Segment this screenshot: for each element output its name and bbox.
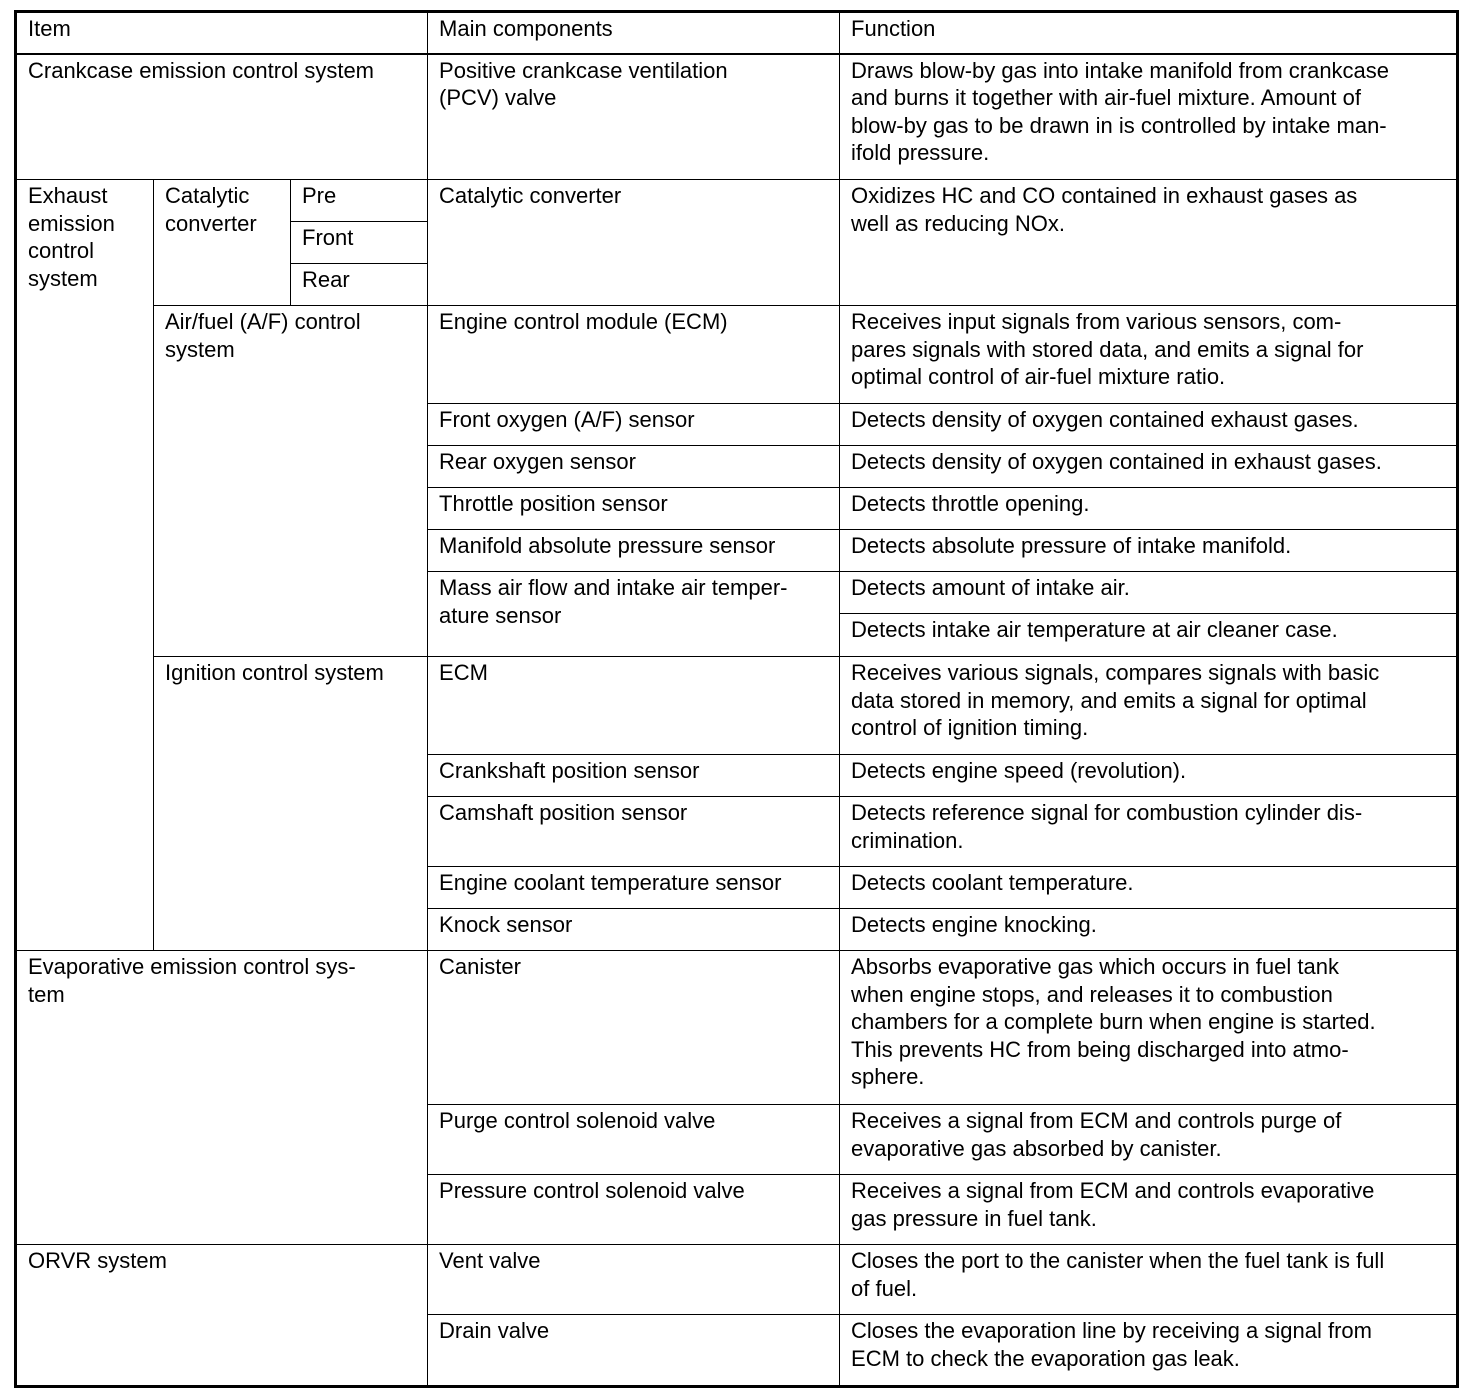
table-row: Front oxygen (A/F) sensor Detects density… — [16, 403, 1459, 446]
position-cell: Rear — [289, 263, 429, 306]
component-cell: Rear oxygen sensor — [427, 445, 841, 488]
function-cell: Receives various signals, compares signa… — [839, 656, 1459, 755]
function-cell: Detects intake air temperature at air cl… — [839, 613, 1459, 657]
component-cell: Engine control module (ECM) — [427, 305, 841, 404]
function-cell: Detects coolant temperature. — [839, 866, 1459, 909]
function-cell: Detects density of oxygen contained in e… — [839, 445, 1459, 488]
function-cell: Detects reference signal for combustion … — [839, 796, 1459, 867]
component-cell: Vent valve — [427, 1244, 841, 1315]
component-cell: Front oxygen (A/F) sensor — [427, 403, 841, 446]
emission-control-table: Item Main components Function Crankcase … — [14, 10, 1460, 1388]
table-row: Crankshaft position sensor Detects engine… — [16, 754, 1459, 797]
table-row: Camshaft position sensor Detects referenc… — [16, 796, 1459, 867]
table-row: Evaporative emission control sys- tem Ca… — [14, 950, 1459, 1245]
function-cell: Detects absolute pressure of intake mani… — [839, 529, 1459, 572]
table-row: Mass air flow and intake air temper- atu… — [16, 571, 1459, 657]
function-cell: Detects engine speed (revolution). — [839, 754, 1459, 797]
table-row: ORVR system Vent valve Closes the port t… — [14, 1244, 1459, 1387]
function-cell: Draws blow-by gas into intake manifold f… — [839, 53, 1459, 180]
function-cell: Detects density of oxygen contained exha… — [839, 403, 1459, 446]
header-row: Item Main components Function — [14, 11, 1459, 55]
component-cell: Pressure control solenoid valve — [427, 1174, 841, 1245]
component-cell: Camshaft position sensor — [427, 796, 841, 867]
function-cell: Detects engine knocking. — [839, 908, 1459, 951]
component-cell: Canister — [427, 950, 841, 1105]
header-components: Main components — [427, 11, 841, 55]
component-cell: Engine coolant temperature sensor — [427, 866, 841, 909]
table-row: Purge control solenoid valve Receives a s… — [16, 1104, 1459, 1175]
function-cell: Absorbs evaporative gas which occurs in … — [839, 950, 1459, 1105]
function-cell: Closes the port to the canister when the… — [839, 1244, 1459, 1315]
table-row: Rear — [16, 263, 1458, 306]
header-item: Item — [14, 11, 429, 55]
component-cell: Mass air flow and intake air temper- atu… — [427, 571, 841, 657]
function-cell: Detects amount of intake air. — [839, 571, 1459, 614]
table-row: Crankcase emission control system Positi… — [14, 53, 1459, 180]
table-row: Air/fuel (A/F) control system Engine con… — [16, 305, 1459, 657]
subitem-cell: Air/fuel (A/F) control system — [152, 305, 429, 657]
item-cell: Exhaust emission control system — [15, 179, 154, 951]
table-row: Engine coolant temperature sensor Detects… — [16, 866, 1459, 909]
subitem-cell: Ignition control system — [152, 656, 429, 951]
component-cell: Positive crankcase ventilation (PCV) val… — [427, 53, 841, 180]
component-cell: Drain valve — [427, 1314, 841, 1387]
component-cell: Crankshaft position sensor — [427, 754, 841, 797]
table-row: Pressure control solenoid valve Receives … — [16, 1174, 1459, 1245]
component-cell: Purge control solenoid valve — [427, 1104, 841, 1175]
component-cell: Catalytic converter — [427, 179, 841, 306]
item-cell: Crankcase emission control system — [14, 53, 429, 180]
position-cell: Pre — [289, 179, 429, 222]
table-row: Detects intake air temperature at air cl… — [16, 613, 1459, 657]
table-row: Knock sensor Detects engine knocking. — [16, 908, 1459, 951]
table-row: Front — [16, 221, 1458, 264]
function-cell: Receives a signal from ECM and controls … — [839, 1174, 1459, 1245]
table-row: Drain valve Closes the evaporation line b… — [16, 1314, 1459, 1387]
component-cell: Knock sensor — [427, 908, 841, 951]
item-cell: ORVR system — [14, 1244, 429, 1387]
table-row: Exhaust emission control system Catalyti… — [15, 179, 1459, 951]
component-cell: Throttle position sensor — [427, 487, 841, 530]
position-cell: Front — [289, 221, 429, 264]
function-cell: Receives input signals from various sens… — [839, 305, 1459, 404]
header-function: Function — [839, 11, 1459, 55]
function-cell: Receives a signal from ECM and controls … — [839, 1104, 1459, 1175]
item-cell: Evaporative emission control sys- tem — [14, 950, 429, 1245]
function-cell: Closes the evaporation line by receiving… — [839, 1314, 1459, 1387]
function-cell: Oxidizes HC and CO contained in exhaust … — [839, 179, 1459, 306]
subitem-cell: Catalytic converter — [153, 179, 291, 306]
component-cell: ECM — [427, 656, 841, 755]
table-row: Ignition control system ECM Receives var… — [16, 656, 1459, 951]
function-cell: Detects throttle opening. — [839, 487, 1459, 530]
table-row: Rear oxygen sensor Detects density of oxy… — [16, 445, 1459, 488]
component-cell: Manifold absolute pressure sensor — [427, 529, 841, 572]
